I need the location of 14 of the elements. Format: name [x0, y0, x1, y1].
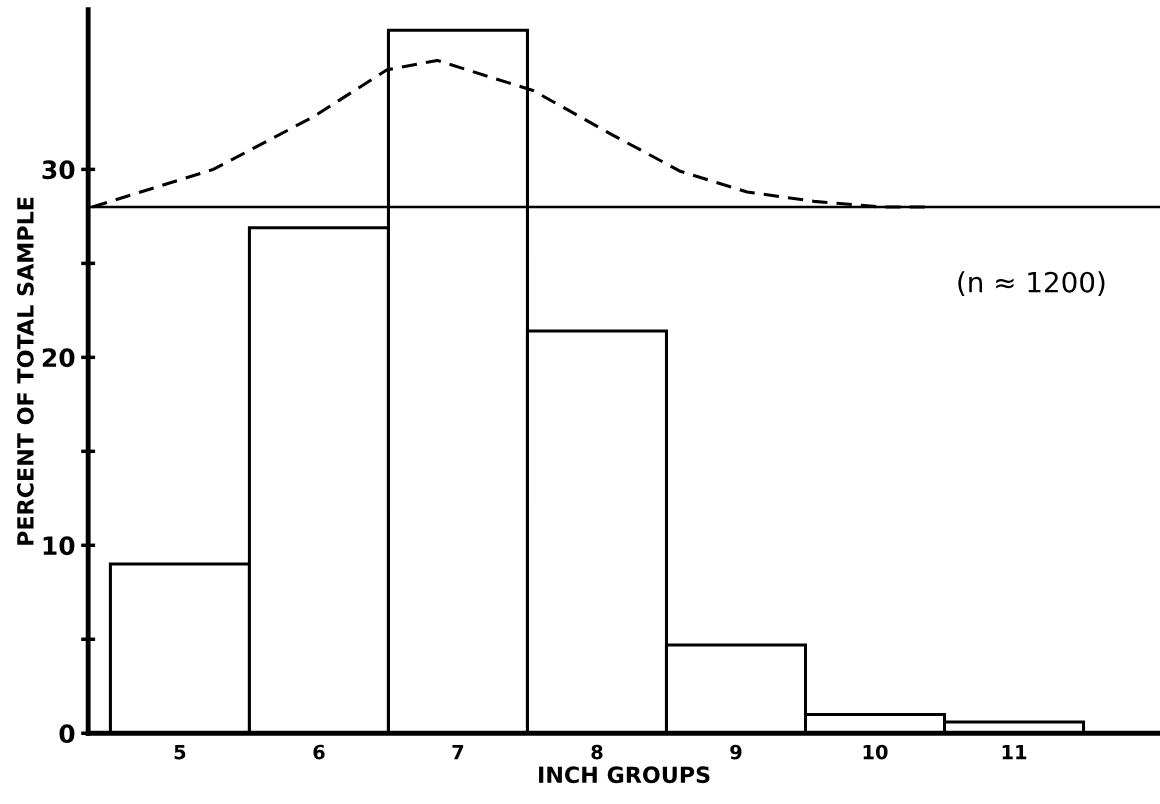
y-tick-label: 10	[43, 536, 75, 556]
x-tick-label: 6	[313, 744, 325, 760]
x-axis-title: INCH GROUPS	[539, 766, 710, 784]
y-tick-label: 20	[42, 348, 75, 368]
y-tick-label: 0	[59, 724, 75, 744]
x-tick-label: 10	[863, 744, 888, 760]
y-axis-title: PERCENT OF TOTAL SAMPLE	[16, 197, 34, 545]
x-tick-label: 7	[452, 744, 464, 760]
x-tick-label: 9	[730, 744, 742, 760]
x-tick-label: 5	[174, 744, 186, 760]
x-tick-label: 8	[591, 744, 603, 760]
x-tick-label: 11	[1002, 744, 1027, 760]
annotation: (n ≈ 1200)	[958, 271, 1105, 296]
y-tick-label: 30	[42, 160, 75, 180]
